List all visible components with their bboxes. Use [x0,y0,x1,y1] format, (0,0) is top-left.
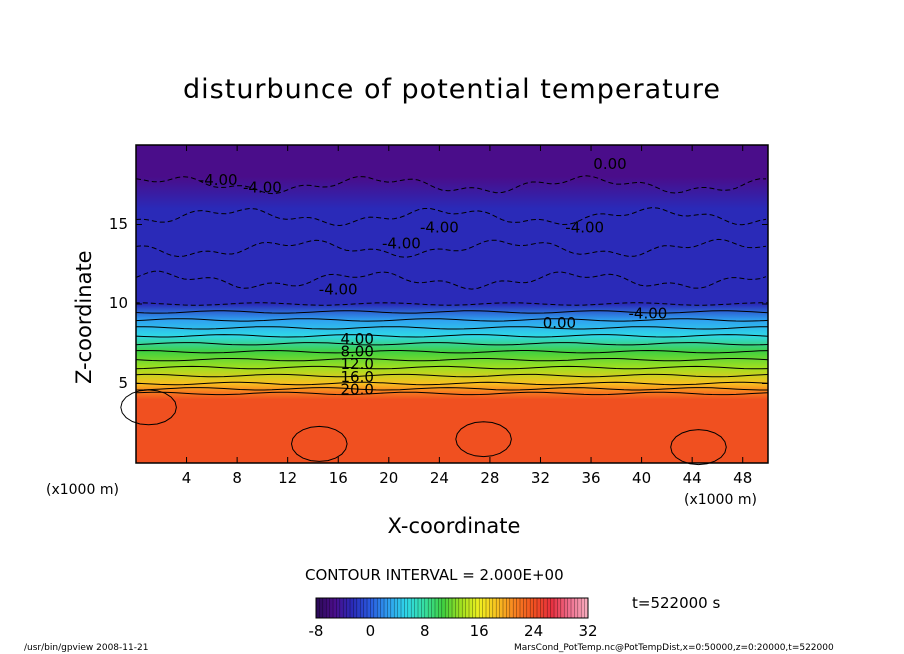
contour-line [135,175,767,195]
contour-label: -4.00 [565,219,604,237]
colorbar-tick-label: 0 [365,622,376,640]
x-tick-label: 16 [328,469,348,487]
contour-line [135,381,769,386]
contour-label: 8.00 [340,343,373,361]
colorbar-tick-label: 24 [524,622,544,640]
y-tick-label: 10 [108,294,128,312]
contour-line [135,318,769,322]
contour-line [120,389,177,426]
contour-line [135,334,769,338]
contour-line [135,349,769,354]
x-tick-label: 4 [181,469,192,487]
time-label: t=522000 s [632,594,721,612]
y-tick-label: 5 [118,373,128,392]
contour-line [135,358,769,362]
contour-line [135,310,769,314]
contour-label: 12.0 [340,355,373,373]
x-tick-label: 12 [278,469,298,487]
contour-label: 4.00 [340,330,373,348]
x-tick-label: 8 [232,469,242,487]
contour-label: -4.00 [319,281,358,299]
colorbar-tick-label: 8 [420,622,430,640]
contour-line [135,302,768,306]
contour-line [455,421,512,458]
contour-line [135,342,769,346]
x-axis-label-text: X-coordinate [387,514,521,538]
contour-line [135,387,768,391]
contour-label: -4.00 [199,171,238,189]
contour-label: -4.00 [420,219,459,237]
x-tick-label: 36 [581,469,601,487]
x-unit-right: (x1000 m) [684,492,757,508]
contour-interval: CONTOUR INTERVAL = 2.000E+00 [305,566,564,584]
contour-line [135,391,769,396]
contour-label: 20.0 [340,381,373,399]
x-tick-label: 20 [379,469,399,487]
contour-line [670,429,727,466]
contour-label: 16.0 [340,368,373,386]
x-unit-left: (x1000 m) [46,482,119,498]
axis-ticks [136,145,768,463]
colorbar-tick-label: 32 [578,622,598,640]
x-tick-label: 24 [429,469,449,487]
contour-label: 0.00 [593,155,626,173]
y-axis-label: Z-coordinate [72,250,96,384]
contour-line [135,373,769,378]
contour-label: -4.00 [382,234,421,252]
contour-line [135,207,767,227]
contour-lines [120,175,769,466]
x-tick-label: 44 [682,469,702,487]
contour-label: -4.00 [243,179,282,197]
contour-label: 0.00 [543,314,576,332]
contour-label: -4.00 [628,304,667,322]
colorbar-ticks [315,598,589,618]
chart-title: disturbunce of potential temperature [183,74,721,105]
x-tick-label: 40 [632,469,652,487]
colorbar-tick-label: -8 [308,622,324,640]
footer-left: /usr/bin/gpview 2008-11-21 [24,643,149,653]
y-tick-label: 15 [108,214,128,233]
x-tick-label: 28 [480,469,500,487]
contour-line [290,425,348,462]
contour-label-group: 0.000.00-4.00-4.00-4.00 -4.00-4.00-4.00-4… [199,155,668,399]
colorbar-tick-label: 16 [469,622,489,640]
x-axis-label: X-coordinate [0,514,904,538]
contour-line [135,326,769,330]
x-tick-label: 48 [733,469,753,487]
contour-line [135,238,767,258]
footer-right: MarsCond_PotTemp.nc@PotTempDist,x=0:5000… [514,643,834,653]
x-tick-label: 32 [530,469,551,487]
contour-line [135,365,769,370]
